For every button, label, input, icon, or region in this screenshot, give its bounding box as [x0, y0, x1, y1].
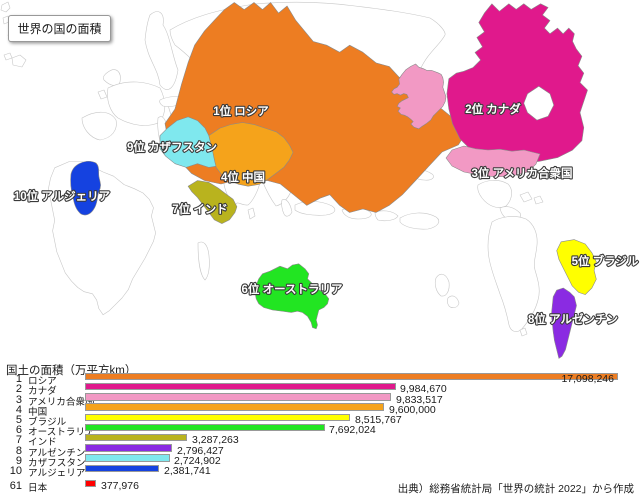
svg-text:8位 アルゼンチン: 8位 アルゼンチン	[528, 312, 618, 326]
svg-text:9位 カザフスタン: 9位 カザフスタン	[127, 140, 217, 154]
svg-text:4位 中国: 4位 中国	[221, 170, 265, 184]
svg-text:10位 アルジェリア: 10位 アルジェリア	[14, 189, 111, 203]
svg-text:6位 オーストラリア: 6位 オーストラリア	[241, 282, 343, 296]
svg-text:1位 ロシア: 1位 ロシア	[213, 104, 269, 118]
svg-text:7位 インド: 7位 インド	[172, 202, 228, 216]
svg-text:5位 ブラジル: 5位 ブラジル	[572, 254, 639, 268]
svg-text:3位 アメリカ合衆国: 3位 アメリカ合衆国	[471, 166, 572, 180]
svg-text:2位 カナダ: 2位 カナダ	[465, 102, 521, 116]
